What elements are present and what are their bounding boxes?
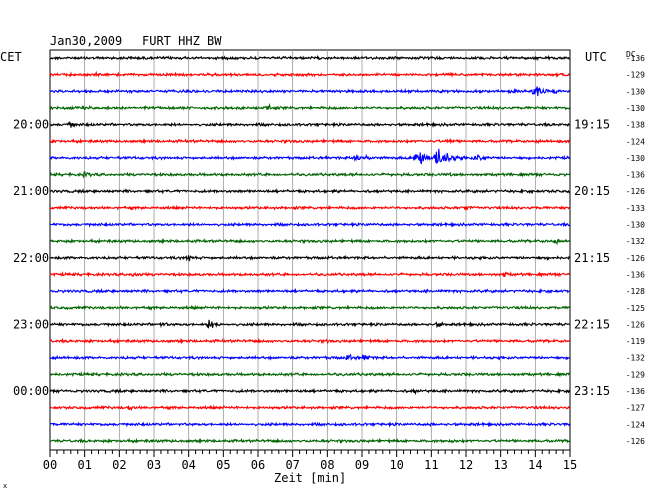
trace-row-9 (49, 204, 570, 211)
x-tick-label: 15 (563, 458, 577, 472)
trace-row-10 (49, 221, 571, 228)
dc-offset-label: -129 (626, 71, 645, 80)
x-tick-label: 07 (285, 458, 299, 472)
dc-offset-label: -132 (626, 354, 645, 363)
trace-row-20 (49, 387, 571, 396)
dc-offset-label: -126 (626, 254, 645, 263)
utc-time-label: 22:15 (574, 317, 610, 331)
grid-lines (84, 50, 536, 450)
trace-row-23 (49, 437, 570, 445)
dc-offset-label: -128 (626, 287, 645, 296)
trace-row-16 (49, 319, 570, 329)
utc-time-label: 23:15 (574, 384, 610, 398)
dc-offset-label: -126 (626, 437, 645, 446)
dc-offset-label: -136 (626, 270, 645, 279)
station-label: FURT HHZ BW (142, 34, 222, 48)
dc-offset-label: -136 (626, 171, 645, 180)
dc-offset-label: -124 (626, 420, 645, 429)
dc-offset-label: -130 (626, 104, 645, 113)
dc-offset-label: -138 (626, 121, 645, 130)
dc-offset-label: -119 (626, 337, 645, 346)
trace-row-7 (49, 171, 571, 179)
dc-offset-label: -126 (626, 320, 645, 329)
trace-row-17 (49, 337, 570, 345)
x-tick-label: 02 (112, 458, 126, 472)
utc-time-label: 20:15 (574, 184, 610, 198)
trace-row-3 (49, 102, 571, 111)
x-axis: 00 01 02 03 04 05 06 07 08 09 10 11 12 13 14 15 (43, 450, 577, 472)
right-timezone-label: UTC (585, 50, 607, 64)
dc-offset-label: -129 (626, 370, 645, 379)
trace-row-21 (49, 404, 571, 411)
dc-offset-label: -130 (626, 87, 645, 96)
dc-offset-label: -133 (626, 204, 645, 213)
x-tick-label: 00 (43, 458, 57, 472)
dc-offset-label: -130 (626, 154, 645, 163)
utc-time-label: 21:15 (574, 251, 610, 265)
trace-row-18 (49, 353, 570, 361)
dc-offset-label: -126 (626, 187, 645, 196)
seismic-traces (49, 54, 571, 445)
x-tick-label: 03 (147, 458, 161, 472)
x-tick-label: 05 (216, 458, 230, 472)
trace-row-6 (49, 148, 571, 165)
trace-row-8 (49, 187, 571, 195)
trace-row-1 (49, 70, 571, 79)
cet-time-label: 20:00 (13, 118, 49, 132)
dc-offset-label: -124 (626, 137, 645, 146)
dc-offset-label: -130 (626, 221, 645, 230)
trace-row-19 (49, 370, 571, 378)
dc-offset-label: -136 (626, 54, 645, 63)
dc-offset-label: -127 (626, 404, 645, 413)
trace-row-15 (49, 304, 570, 311)
corner-mark: x (3, 482, 7, 490)
dc-label: DC (626, 50, 636, 59)
trace-row-12 (49, 254, 571, 262)
x-tick-label: 11 (424, 458, 438, 472)
left-timezone-label: CET (0, 50, 22, 64)
trace-row-4 (49, 120, 570, 129)
x-tick-label: 10 (389, 458, 403, 472)
trace-row-5 (49, 137, 570, 145)
x-tick-label: 14 (528, 458, 542, 472)
trace-row-11 (49, 237, 571, 246)
dc-offset-label: -136 (626, 387, 645, 396)
trace-row-13 (49, 271, 570, 278)
trace-row-14 (49, 287, 570, 295)
x-tick-label: 09 (355, 458, 369, 472)
x-tick-label: 08 (320, 458, 334, 472)
trace-row-0 (49, 54, 570, 61)
row-labels: 20:00 21:00 22:00 23:00 00:00 19:15 20:15 21:15… (13, 54, 645, 446)
plot-frame (49, 49, 571, 451)
x-tick-label: 06 (251, 458, 265, 472)
cet-time-label: 21:00 (13, 184, 49, 198)
dc-offset-label: -132 (626, 237, 645, 246)
x-axis-title: Zeit [min] (274, 471, 346, 485)
trace-row-2 (49, 86, 571, 97)
cet-time-label: 23:00 (13, 317, 49, 331)
cet-time-label: 00:00 (13, 384, 49, 398)
trace-row-22 (49, 420, 571, 428)
x-tick-label: 01 (77, 458, 91, 472)
date-label: Jan30,2009 (50, 34, 122, 48)
utc-time-label: 19:15 (574, 118, 610, 132)
dc-offset-label: -125 (626, 304, 645, 313)
x-tick-label: 13 (493, 458, 507, 472)
x-tick-label: 04 (181, 458, 195, 472)
x-tick-label: 12 (459, 458, 473, 472)
cet-time-label: 22:00 (13, 251, 49, 265)
